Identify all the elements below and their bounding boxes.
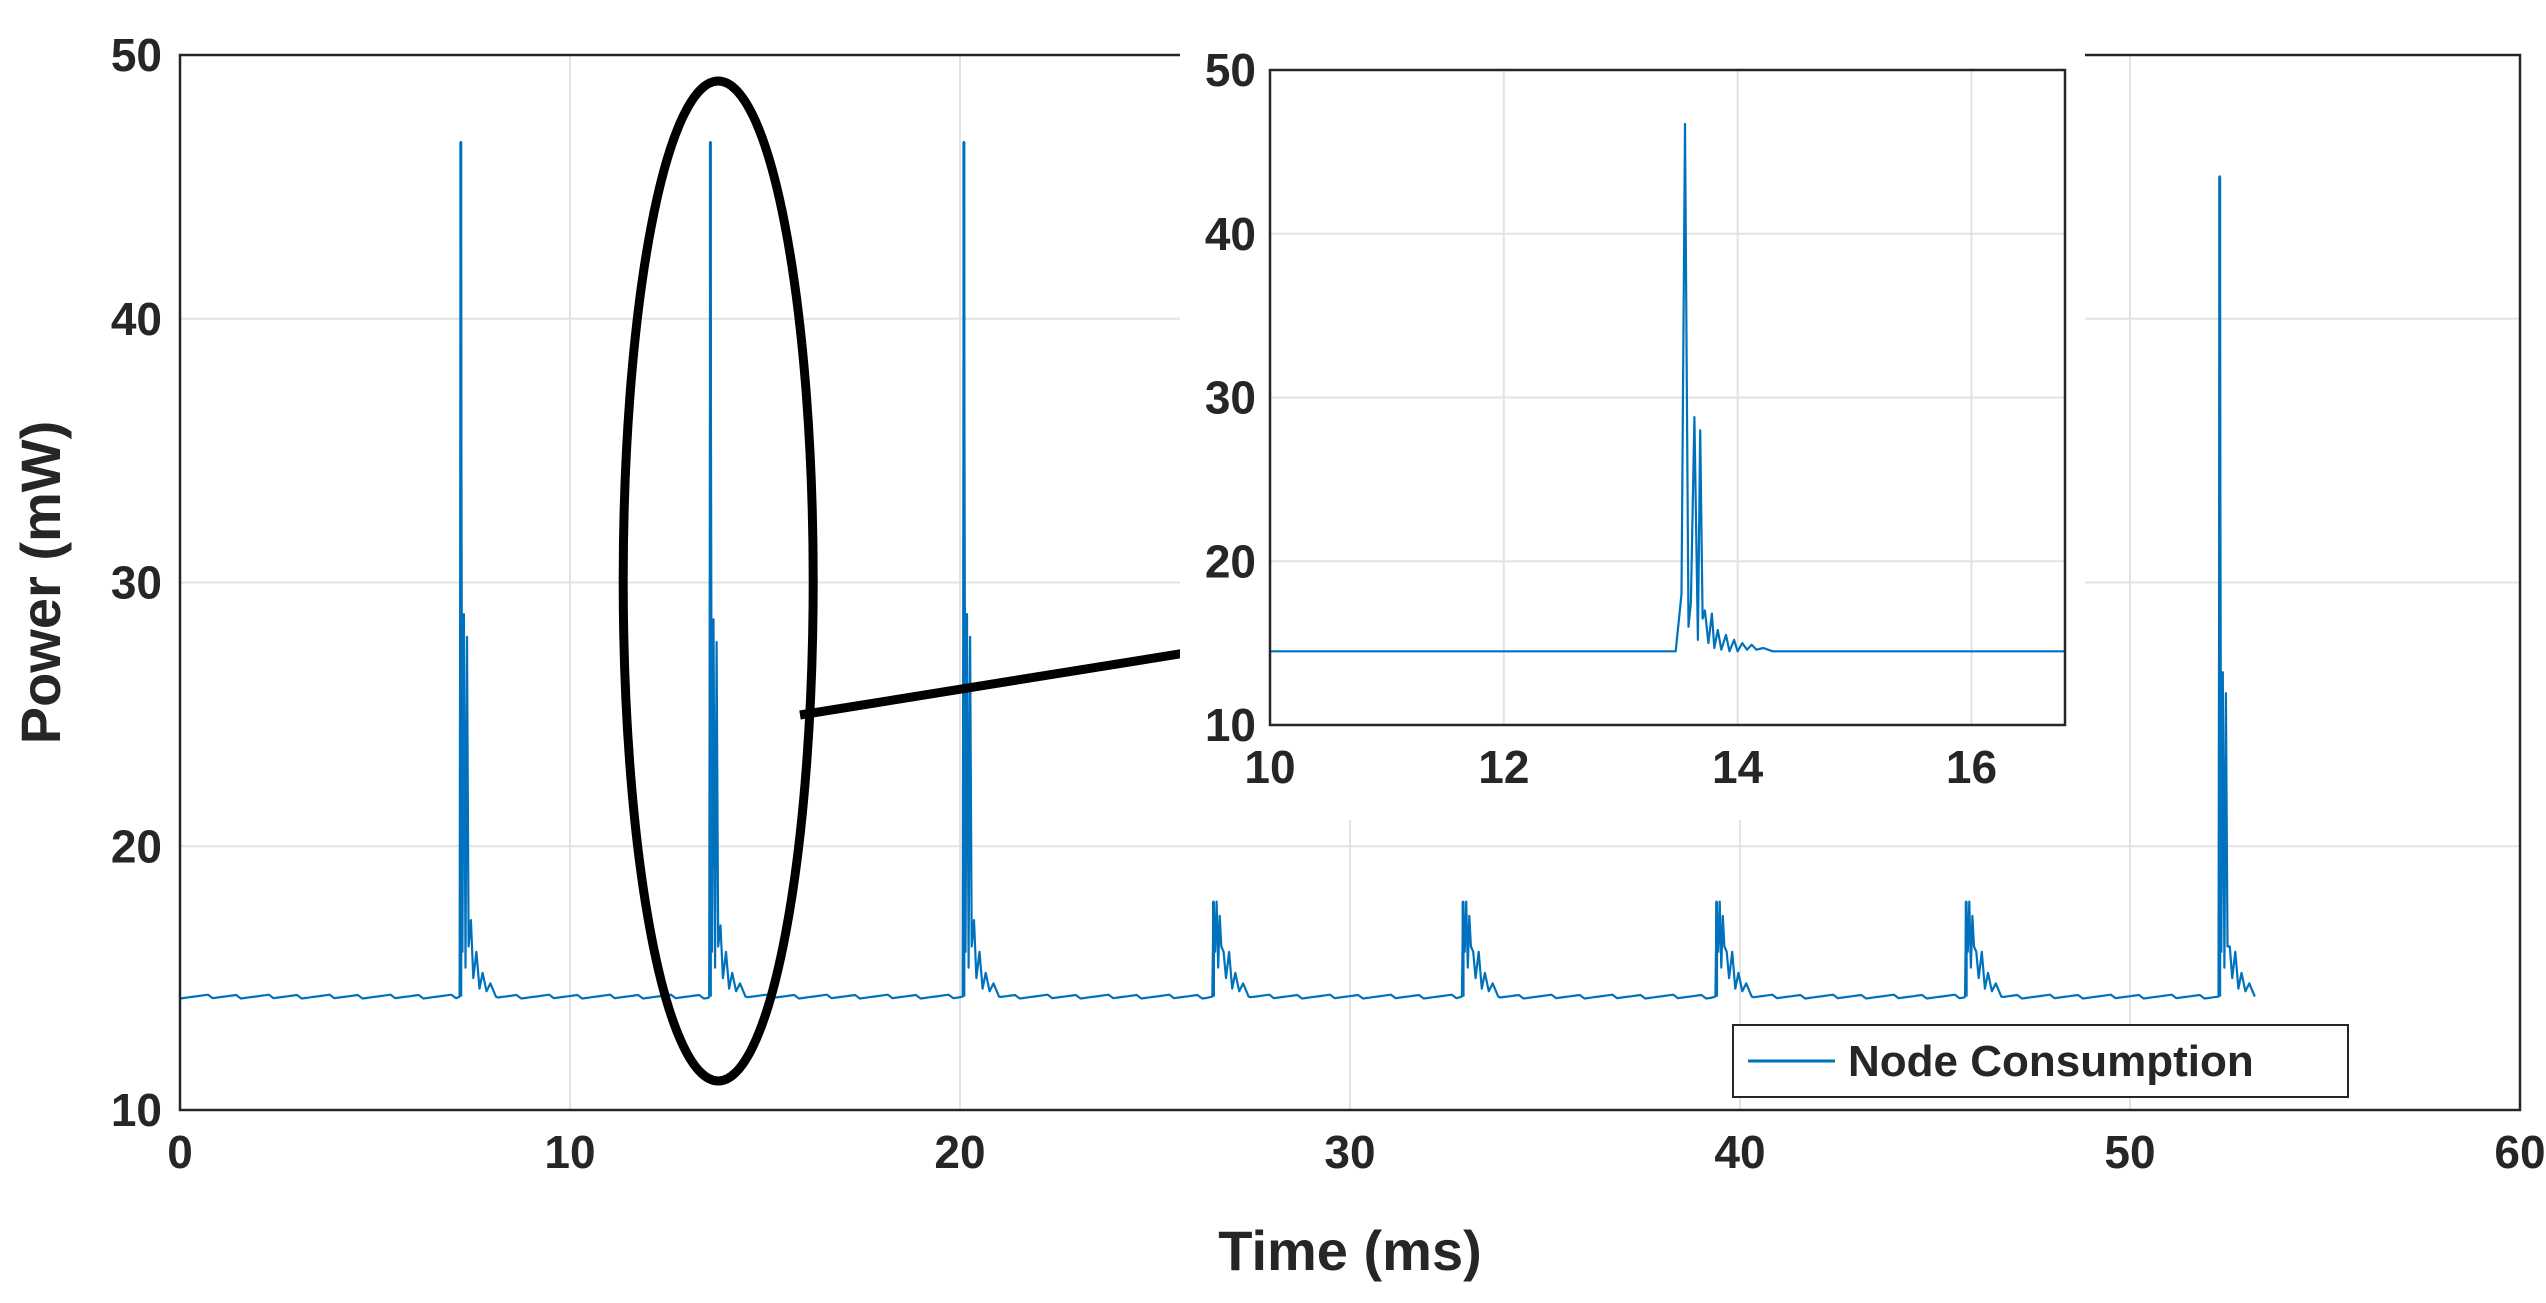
x-tick-label-6: 60 [2494,1126,2545,1178]
x-tick-label-4: 40 [1714,1126,1765,1178]
x-tick-label-5: 50 [2104,1126,2155,1178]
inset-series-line [1270,122,2065,653]
legend-entry-node-consumption: Node Consumption [1848,1037,2254,1086]
x-tick-label-3: 30 [1324,1126,1375,1178]
x-axis-label: Time (ms) [1218,1219,1481,1282]
zoom-ellipse [618,76,818,1086]
y-tick-label-1: 20 [111,820,162,872]
inset-x-tick-label-0: 10 [1244,741,1295,793]
inset-y-tick-label-1: 20 [1205,535,1256,587]
y-axis-label: Power (mW) [9,421,72,745]
main-series-node-consumption [179,140,2256,1000]
legend: Node Consumption [1732,1024,2349,1098]
inset-x-tick-label-3: 16 [1946,741,1997,793]
inset-series-node-consumption [1270,122,2065,653]
x-tick-label-0: 0 [167,1126,193,1178]
inset-axes: 10 12 14 16 10 20 30 40 50 [1180,40,2085,820]
legend-box [1732,1024,2349,1098]
inset-background [1180,40,2085,820]
y-tick-label-2: 30 [111,557,162,609]
inset-x-tick-label-1: 12 [1478,741,1529,793]
inset-axes-box [1268,68,2067,727]
inset-x-tick-label-2: 14 [1712,741,1764,793]
inset-y-tick-label-0: 10 [1205,699,1256,751]
inset-y-tick-label-2: 30 [1205,372,1256,424]
x-tick-label-1: 10 [544,1126,595,1178]
inset-y-tick-label-3: 40 [1205,208,1256,260]
y-tick-label-3: 40 [111,293,162,345]
y-tick-label-0: 10 [111,1084,162,1136]
inset-tick-labels: 10 12 14 16 10 20 30 40 50 [1205,44,1997,793]
main-series-line [179,140,2256,1000]
inset-y-tick-label-4: 50 [1205,44,1256,96]
y-tick-label-4: 50 [111,29,162,81]
x-tick-label-2: 20 [934,1126,985,1178]
